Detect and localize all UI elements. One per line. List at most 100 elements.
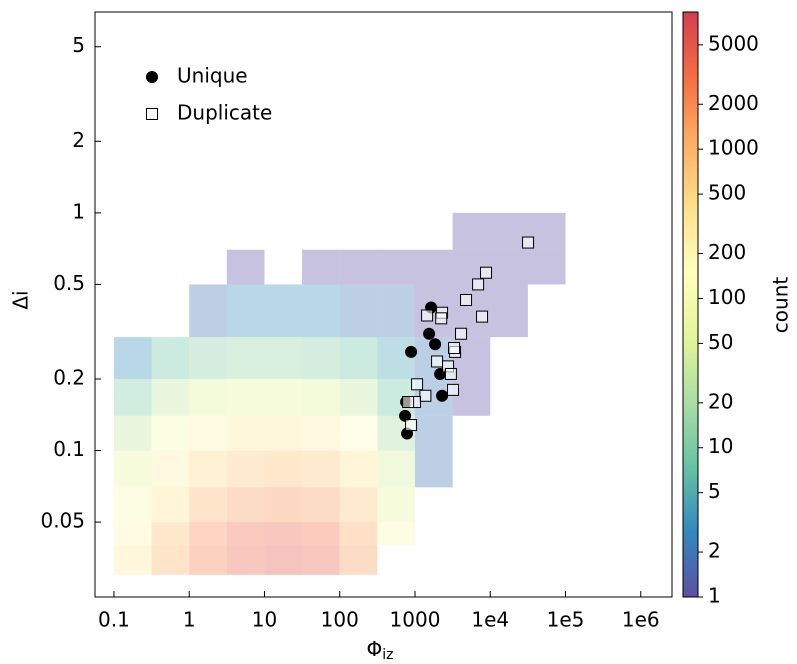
hist-cell [226, 378, 265, 416]
y-tick-label: 0.05 [40, 509, 85, 533]
point [431, 355, 444, 368]
hist-cell [414, 450, 453, 488]
colorbar-tick-label: 20 [708, 389, 733, 413]
point [436, 389, 449, 402]
hist-cell [226, 522, 265, 546]
hist-cell [339, 522, 378, 546]
colorbar-tick-label: 5 [708, 479, 721, 503]
hist-cell [377, 450, 415, 488]
hist-cell [264, 450, 303, 488]
y-tick-label: 0.2 [53, 365, 85, 389]
point [405, 419, 418, 432]
hist-cell [377, 249, 415, 285]
hist-cell [264, 487, 303, 523]
colorbar-tick-label: 50 [708, 330, 733, 354]
hist-cell [151, 522, 190, 546]
hist-cell [226, 249, 265, 285]
x-tick-label: 10 [252, 608, 277, 632]
hist-cell [490, 284, 528, 338]
point [423, 327, 436, 340]
hist-cell [226, 415, 265, 451]
point [480, 266, 493, 279]
y-tick-label: 2 [72, 128, 85, 152]
hist-cell [302, 337, 340, 379]
x-axis-label: Φiz [367, 637, 394, 664]
hist-cell [302, 249, 340, 285]
point [419, 389, 432, 402]
hist-cell [151, 378, 190, 416]
hist-cell [527, 249, 566, 285]
hist-cell [189, 545, 227, 575]
hist-cell [189, 415, 227, 451]
hist-cell [189, 487, 227, 523]
hist-cell [377, 337, 415, 379]
hist-cell [339, 415, 378, 451]
hist-cell [151, 337, 190, 379]
hist-cell [264, 415, 303, 451]
point [472, 278, 485, 291]
colorbar-tick-label: 1000 [708, 136, 759, 160]
hist-cell [264, 378, 303, 416]
hist-cell [339, 284, 378, 338]
colorbar-tick-label: 500 [708, 181, 746, 205]
hist-cell [490, 249, 528, 285]
hist-cell [113, 450, 152, 488]
hist-cell [151, 487, 190, 523]
hist-cell [302, 487, 340, 523]
point [405, 345, 418, 358]
point [435, 312, 448, 325]
x-tick-label: 100 [321, 608, 359, 632]
hist-cell [226, 337, 265, 379]
hist-cell [151, 545, 190, 575]
y-tick-label: 5 [72, 33, 85, 57]
hist-cell [452, 212, 491, 250]
point [444, 367, 457, 380]
point [460, 293, 473, 306]
x-tick-label: 1e5 [547, 608, 585, 632]
hist-cell [302, 415, 340, 451]
hist-cell [339, 378, 378, 416]
hist-cell [151, 450, 190, 488]
hist-cell [414, 415, 453, 451]
y-tick-label: 0.1 [53, 437, 85, 461]
point [447, 383, 460, 396]
legend-marker [146, 71, 158, 83]
plot-frame [94, 11, 673, 598]
point [411, 378, 424, 391]
hist-cell [377, 284, 415, 338]
hist-cell [113, 545, 152, 575]
x-label-subscript: iz [382, 647, 393, 663]
hist-cell [264, 284, 303, 338]
hist-cell [189, 378, 227, 416]
hist-cell [377, 487, 415, 523]
colorbar-tick-label: 2 [708, 539, 721, 563]
colorbar-tick-label: 1 [708, 584, 721, 608]
point [402, 396, 415, 409]
hist-cell [527, 212, 566, 250]
hist-cell [226, 450, 265, 488]
x-label-main: Φ [367, 637, 383, 661]
hist-cell [264, 522, 303, 546]
x-tick-label: 1 [183, 608, 196, 632]
hist-cell [189, 450, 227, 488]
legend-label: Unique [177, 64, 248, 88]
hist-cell [113, 337, 152, 379]
hist-cell [302, 545, 340, 575]
x-tick-label: 1e6 [622, 608, 660, 632]
colorbar-tick-label: 5000 [708, 31, 759, 55]
hist-cell [151, 415, 190, 451]
point [522, 236, 535, 249]
legend-label: Duplicate [177, 101, 272, 125]
hist-cell [264, 545, 303, 575]
colorbar-tick-label: 100 [708, 285, 746, 309]
colorbar-tick-label: 2000 [708, 91, 759, 115]
hist-cell [339, 450, 378, 488]
histogram [113, 212, 566, 575]
hist-cell [226, 284, 265, 338]
hist-cell [339, 337, 378, 379]
hist-cell [226, 487, 265, 523]
hist-cell [189, 337, 227, 379]
colorbar-tick-label: 10 [708, 434, 733, 458]
point [429, 338, 442, 351]
